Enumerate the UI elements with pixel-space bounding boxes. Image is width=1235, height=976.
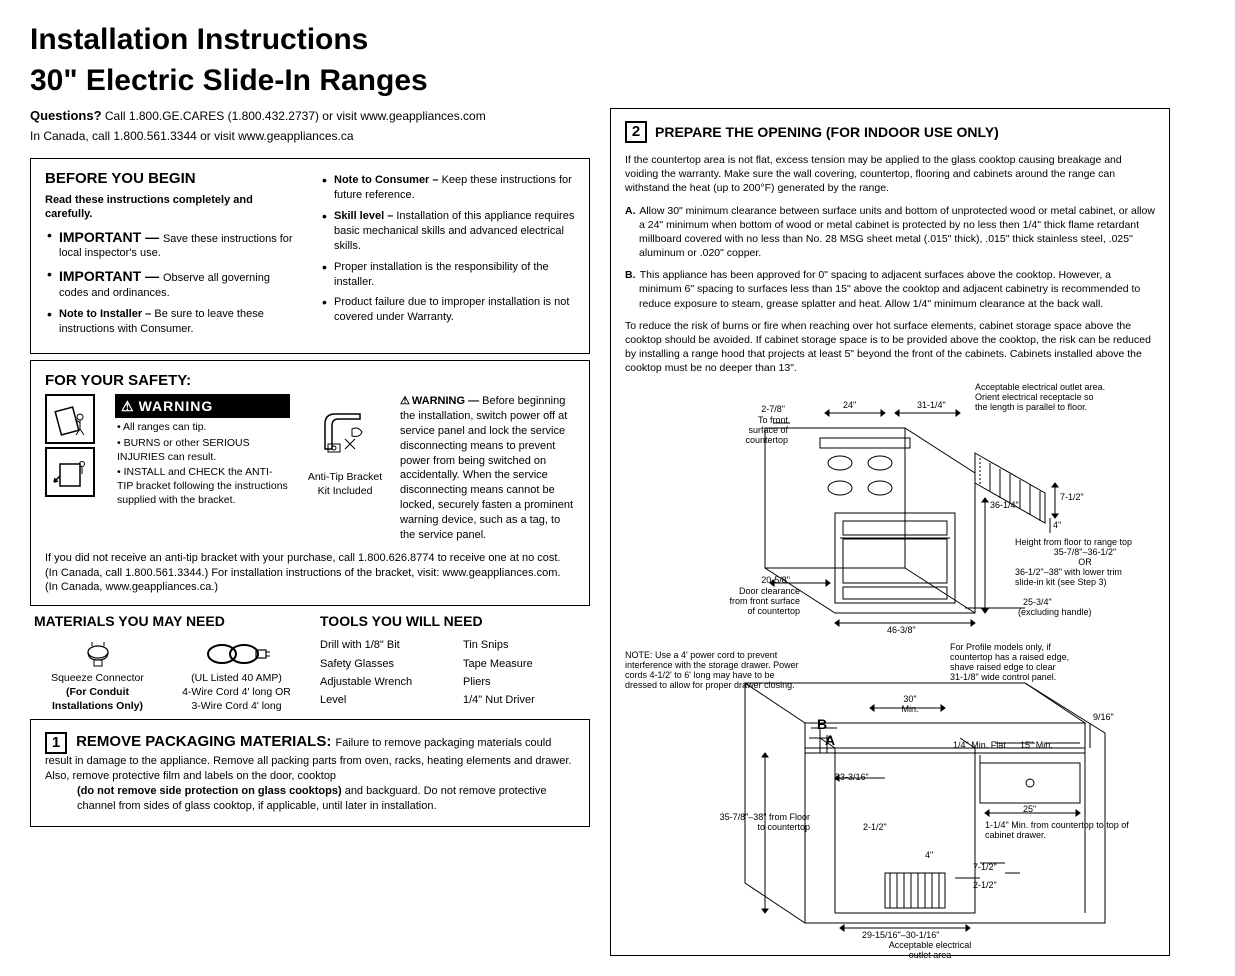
before-right-item: Skill level – Installation of this appli… [320,209,575,254]
tool-item: Tape Measure [463,657,586,671]
canada-line: In Canada, call 1.800.561.3344 or visit … [30,129,590,145]
step-2-p1: If the countertop area is not flat, exce… [625,153,1155,196]
step-2-section: 2 PREPARE THE OPENING (FOR INDOOR USE ON… [610,108,1170,956]
tool-item: Drill with 1/8" Bit [320,638,443,652]
title-line2: 30" Electric Slide-In Ranges [30,61,1205,100]
bracket-column: Anti-Tip Bracket Kit Included [300,394,390,542]
step-2-title: PREPARE THE OPENING (FOR INDOOR USE ONLY… [655,123,999,141]
tool-item: Pliers [463,675,586,689]
before-left-item: IMPORTANT — Save these instructions for … [45,228,300,262]
tool-item: Tin Snips [463,638,586,652]
materials-title: MATERIALS YOU MAY NEED [34,612,300,630]
title-line1: Installation Instructions [30,20,1205,59]
warning-right-text: WARNING — Before beginning the installat… [400,394,575,542]
step-2-b: B. This appliance has been approved for … [625,268,1155,311]
questions-text: Call 1.800.GE.CARES (1.800.432.2737) or … [102,109,486,123]
tool-item: Level [320,693,443,707]
step-number: 2 [625,121,647,143]
step-2-a: A. Allow 30" minimum clearance between s… [625,204,1155,261]
cord-icon [202,638,272,670]
warning-box: WARNING • All ranges can tip. • BURNS or… [115,394,290,542]
before-left-item: IMPORTANT — Observe all governing codes … [45,267,300,301]
tip-icon [45,447,95,497]
step-1-box: 1 REMOVE PACKAGING MATERIALS: Failure to… [30,719,590,826]
safety-note: If you did not receive an anti-tip brack… [45,551,575,596]
before-title: BEFORE YOU BEGIN [45,169,300,189]
material-item: (UL Listed 40 AMP) 4-Wire Cord 4' long O… [173,638,300,713]
questions-line: Questions? Call 1.800.GE.CARES (1.800.43… [30,108,590,125]
tools-title: TOOLS YOU WILL NEED [320,612,586,630]
dimension-diagram: 2-7/8" To front surface of countertop 24… [625,383,1155,943]
warn-line: • All ranges can tip. [117,421,288,435]
before-you-begin-section: BEFORE YOU BEGIN Read these instructions… [30,158,590,353]
bracket-label: Anti-Tip Bracket [300,471,390,485]
warn-line: • BURNS or other SERIOUS INJURIES can re… [117,437,288,464]
safety-section: FOR YOUR SAFETY: WARNING • All ranges ca… [30,360,590,606]
before-right-item: Product failure due to improper installa… [320,295,575,325]
before-right-item: Note to Consumer – Keep these instructio… [320,173,575,203]
step-number: 1 [45,732,67,754]
tool-item: 1/4" Nut Driver [463,693,586,707]
tip-icons [45,394,105,542]
bracket-icon [310,394,380,464]
squeeze-connector-icon [78,638,118,670]
safety-title: FOR YOUR SAFETY: [45,371,575,391]
tip-icon [45,394,95,444]
step-1-bold: (do not remove side protection on glass … [77,785,342,797]
bracket-label: Kit Included [300,485,390,499]
before-sub: Read these instructions completely and c… [45,193,300,222]
step-2-p2: To reduce the risk of burns or fire when… [625,319,1155,376]
before-right-item: Proper installation is the responsibilit… [320,260,575,290]
warn-line: • INSTALL and CHECK the ANTI-TIP bracket… [117,466,288,507]
materials-tools-section: MATERIALS YOU MAY NEED Squeeze Connector… [30,612,590,713]
tool-item: Adjustable Wrench [320,675,443,689]
material-item: Squeeze Connector (For Conduit Installat… [34,638,161,713]
tool-item: Safety Glasses [320,657,443,671]
warning-header: WARNING [115,394,290,418]
questions-label: Questions? [30,108,102,123]
step-1-title: REMOVE PACKAGING MATERIALS: [76,733,335,750]
before-left-item: Note to Installer – Be sure to leave the… [45,307,300,337]
